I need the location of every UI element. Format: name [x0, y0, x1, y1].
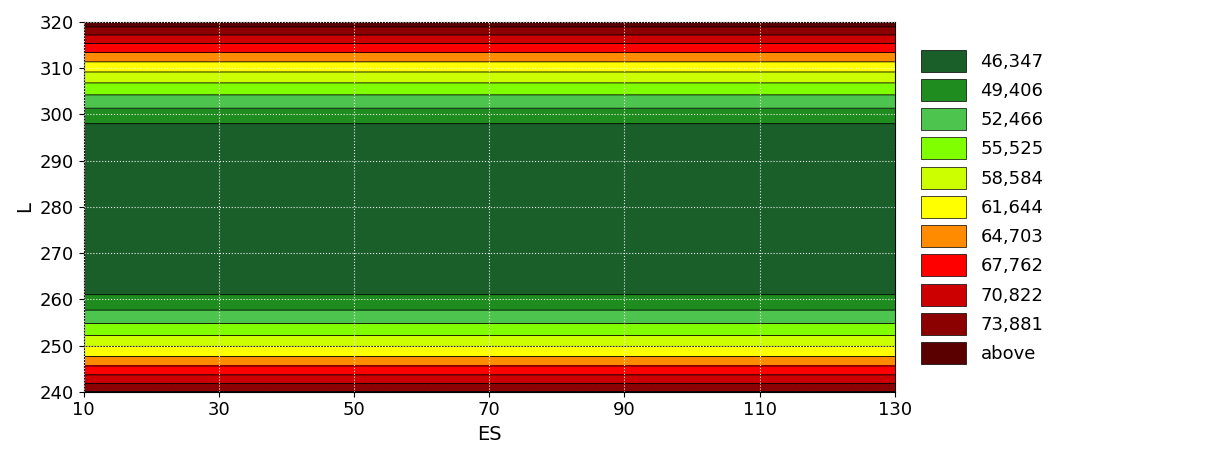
Y-axis label: L: L [15, 202, 34, 213]
X-axis label: ES: ES [477, 425, 501, 444]
Legend: 46,347, 49,406, 52,466, 55,525, 58,584, 61,644, 64,703, 67,762, 70,822, 73,881, : 46,347, 49,406, 52,466, 55,525, 58,584, … [912, 40, 1053, 373]
